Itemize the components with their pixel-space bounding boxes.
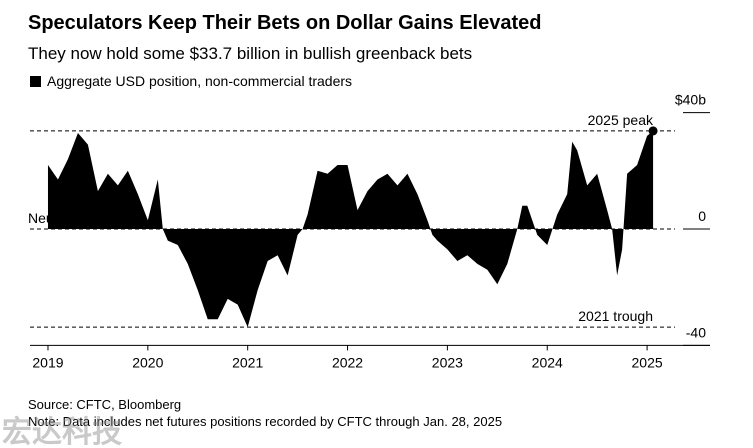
source: Source: CFTC, Bloomberg <box>28 397 181 412</box>
annotation-label: 2025 peak <box>588 112 654 128</box>
x-tick-label: 2021 <box>232 354 263 370</box>
annotation-label: Neutral <box>28 210 73 226</box>
y-tick-label: $40b <box>675 92 706 108</box>
legend-swatch <box>30 76 41 87</box>
y-tick-label: 0 <box>698 208 706 224</box>
chart-title: Speculators Keep Their Bets on Dollar Ga… <box>28 12 542 34</box>
area <box>47 130 654 328</box>
x-tick-label: 2025 <box>632 354 663 370</box>
annotation-label: 2021 trough <box>578 308 653 324</box>
x-tick-label: 2020 <box>132 354 163 370</box>
x-tick-label: 2022 <box>332 354 363 370</box>
note: Note: Data includes net futures position… <box>28 414 502 429</box>
chart-subtitle: They now hold some $33.7 billion in bull… <box>28 44 472 63</box>
x-tick-label: 2024 <box>532 354 563 370</box>
legend-label: Aggregate USD position, non-commercial t… <box>47 73 352 89</box>
x-tick-label: 2019 <box>32 354 63 370</box>
y-tick-label: -40 <box>686 324 706 340</box>
watermark: 宏达科技 <box>2 415 122 448</box>
x-tick-label: 2023 <box>432 354 463 370</box>
